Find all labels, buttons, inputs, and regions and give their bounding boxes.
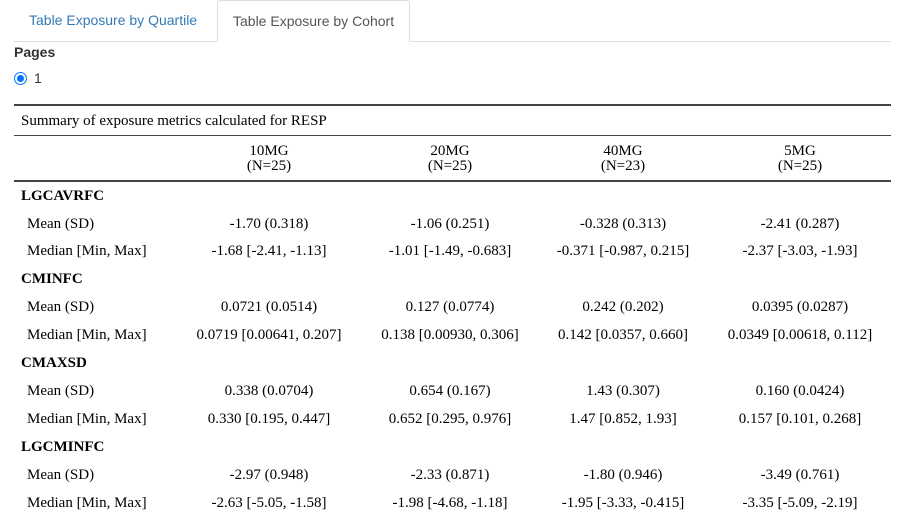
table-cell: -2.41 (0.287) xyxy=(760,216,840,232)
table-cell: 0.138 [0.00930, 0.306] xyxy=(381,327,519,343)
tab-exposure-by-cohort[interactable]: Table Exposure by Cohort xyxy=(217,0,411,42)
table-cell: -2.37 [-3.03, -1.93] xyxy=(742,243,858,259)
table-cell: -1.68 [-2.41, -1.13] xyxy=(211,243,327,259)
stat-label-mean: Mean (SD) xyxy=(27,467,95,483)
pages-label: Pages xyxy=(14,44,56,60)
table-cell: -1.98 [-4.68, -1.18] xyxy=(392,495,508,511)
column-name: 20MG xyxy=(430,143,470,159)
table-cell: 0.127 (0.0774) xyxy=(405,299,495,315)
column-n: (N=25) xyxy=(777,158,823,174)
variable-name: LGCAVRFC xyxy=(21,188,105,204)
table-cell: -1.06 (0.251) xyxy=(410,216,490,232)
stat-label-median: Median [Min, Max] xyxy=(27,243,147,259)
column-n: (N=23) xyxy=(600,158,646,174)
table-cell: -3.35 [-5.09, -2.19] xyxy=(742,495,858,511)
stat-label-mean: Mean (SD) xyxy=(27,299,95,315)
page-radio-option-1[interactable]: 1 xyxy=(14,69,42,87)
table-cell: 0.0719 [0.00641, 0.207] xyxy=(196,327,342,343)
table-cell: -2.63 [-5.05, -1.58] xyxy=(211,495,327,511)
column-n: (N=25) xyxy=(246,158,292,174)
column-header-10mg: 10MG (N=25) xyxy=(179,144,359,174)
stat-label-mean: Mean (SD) xyxy=(27,216,95,232)
variable-name: LGCMINFC xyxy=(21,439,105,455)
column-header-20mg: 20MG (N=25) xyxy=(360,144,540,174)
stat-label-median: Median [Min, Max] xyxy=(27,411,147,427)
tab-exposure-by-quartile[interactable]: Table Exposure by Quartile xyxy=(29,12,198,28)
column-n: (N=25) xyxy=(427,158,473,174)
table-cell: -1.80 (0.946) xyxy=(583,467,663,483)
page-radio-button[interactable] xyxy=(14,71,27,85)
table-cell: -0.371 [-0.987, 0.215] xyxy=(556,243,690,259)
page-radio-label: 1 xyxy=(34,70,42,86)
table-top-rule xyxy=(14,104,891,106)
table-cell: 0.242 (0.202) xyxy=(582,299,664,315)
table-cell: 1.43 (0.307) xyxy=(586,383,660,399)
table-cell: 0.157 [0.101, 0.268] xyxy=(738,411,862,427)
table-cell: 0.654 (0.167) xyxy=(409,383,491,399)
stat-label-mean: Mean (SD) xyxy=(27,383,95,399)
table-cell: 0.330 [0.195, 0.447] xyxy=(207,411,331,427)
table-cell: 0.652 [0.295, 0.976] xyxy=(388,411,512,427)
table-cell: -1.70 (0.318) xyxy=(229,216,309,232)
table-cell: -3.49 (0.761) xyxy=(760,467,840,483)
table-cell: -1.01 [-1.49, -0.683] xyxy=(388,243,512,259)
table-cell: 1.47 [0.852, 1.93] xyxy=(569,411,677,427)
table-cell: 0.0395 (0.0287) xyxy=(751,299,849,315)
column-name: 40MG xyxy=(603,143,643,159)
column-header-5mg: 5MG (N=25) xyxy=(710,144,890,174)
header-rule xyxy=(14,180,891,182)
table-cell: 0.0349 [0.00618, 0.112] xyxy=(727,327,873,343)
table-cell: 0.142 [0.0357, 0.660] xyxy=(558,327,688,343)
table-cell: 0.160 (0.0424) xyxy=(755,383,845,399)
stat-label-median: Median [Min, Max] xyxy=(27,495,147,511)
table-cell: -1.95 [-3.33, -0.415] xyxy=(561,495,685,511)
table-cell: 0.0721 (0.0514) xyxy=(220,299,318,315)
column-header-40mg: 40MG (N=23) xyxy=(533,144,713,174)
variable-name: CMINFC xyxy=(21,271,83,287)
table-cell: -2.33 (0.871) xyxy=(410,467,490,483)
table-cell: 0.338 (0.0704) xyxy=(224,383,314,399)
column-name: 10MG xyxy=(249,143,289,159)
caption-rule xyxy=(14,135,891,136)
radio-selected-dot xyxy=(17,74,24,82)
variable-name: CMAXSD xyxy=(21,355,87,371)
tab-bar: Table Exposure by Quartile Table Exposur… xyxy=(14,0,891,42)
table-cell: -0.328 (0.313) xyxy=(579,216,667,232)
table-caption: Summary of exposure metrics calculated f… xyxy=(21,113,327,129)
stat-label-median: Median [Min, Max] xyxy=(27,327,147,343)
table-cell: -2.97 (0.948) xyxy=(229,467,309,483)
column-name: 5MG xyxy=(784,143,816,159)
